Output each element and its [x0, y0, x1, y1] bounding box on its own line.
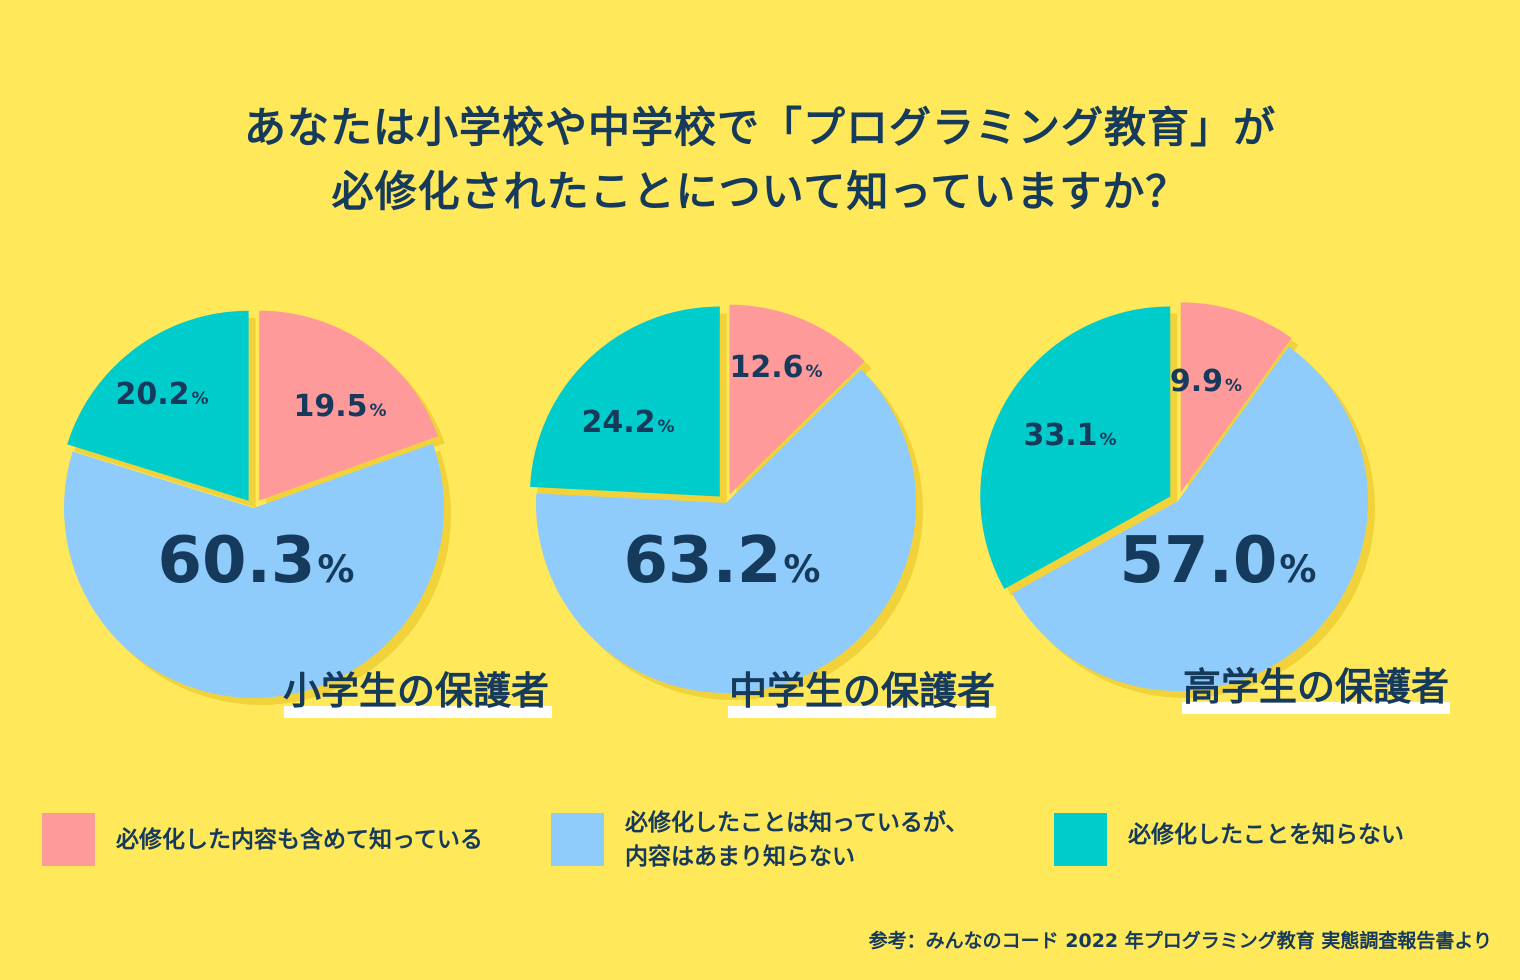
pie-slice-2: [64, 443, 444, 699]
slice-value-label: 33.1%: [1023, 418, 1116, 453]
pie-slice-1: [259, 310, 438, 501]
slice-value-label: 57.0%: [1120, 524, 1317, 598]
slice-value-label: 9.9%: [1170, 364, 1242, 399]
slice-value-label: 20.2%: [115, 377, 208, 412]
pie-slice-3: [67, 310, 249, 501]
caption-highlight: [728, 706, 996, 718]
slice-value: 63.2: [624, 524, 782, 598]
legend-label: 必修化したことを知らない: [1128, 822, 1404, 848]
slice-value-label: 63.2%: [624, 524, 821, 598]
source-note: 参考：みんなのコード 2022 年プログラミング教育 実態調査報告書より: [868, 930, 1492, 952]
pie-slice-2: [1012, 346, 1368, 692]
percent-sign: %: [191, 389, 208, 409]
chart-title: あなたは小学校や中学校で「プログラミング教育」が 必修化されたことについて知って…: [0, 96, 1520, 224]
chart-caption: 小学生の保護者: [283, 669, 549, 713]
slice-value: 9.9: [1170, 364, 1223, 399]
pie-slice-3: [980, 306, 1171, 590]
title-line-2: 必修化されたことについて知っていますか？: [331, 167, 1189, 216]
legend-label-line-1: 必修化したことは知っているが、: [625, 810, 969, 836]
slice-value-label: 12.6%: [729, 350, 822, 385]
slice-value-label: 60.3%: [158, 524, 355, 598]
pie-chart-1: 19.5 %60.3%20.2 %小学生の保護者: [64, 310, 552, 718]
slice-value-label: 19.5%: [293, 389, 386, 424]
percent-sign: %: [1099, 430, 1116, 450]
slice-value: 20.2: [115, 377, 189, 412]
slice-value: 19.5: [293, 389, 367, 424]
pie-slice-1: [1180, 302, 1292, 493]
percent-sign: %: [369, 401, 386, 421]
slice-value-label: 24.2%: [581, 405, 674, 440]
slice-value: 12.6: [729, 350, 803, 385]
chart-caption: 中学生の保護者: [729, 669, 995, 713]
percent-sign: %: [657, 417, 674, 437]
title-line-1: あなたは小学校や中学校で「プログラミング教育」が: [243, 103, 1276, 152]
legend-swatch-teal: [1054, 813, 1107, 866]
pie-chart-2: 12.6 %63.2%24.2 %中学生の保護者: [530, 304, 996, 718]
pie-slice-2: [536, 369, 917, 694]
legend-swatch-pink: [42, 813, 95, 866]
slice-value: 33.1: [1023, 418, 1097, 453]
percent-sign: %: [783, 548, 820, 591]
pie-slice-1: [729, 304, 865, 495]
pie-chart-3: 9.9 %57.0%33.1 %高学生の保護者: [980, 302, 1450, 714]
slice-value: 57.0: [1120, 524, 1278, 598]
percent-sign: %: [1225, 376, 1242, 396]
percent-sign: %: [317, 548, 354, 591]
caption-highlight: [1182, 702, 1450, 714]
legend-label: 必修化した内容も含めて知っている: [116, 827, 483, 853]
chart-caption: 高学生の保護者: [1183, 665, 1449, 709]
pie-slice-3: [530, 306, 720, 497]
percent-sign: %: [1279, 548, 1316, 591]
legend-swatch-blue: [551, 813, 604, 866]
legend-label-line-2: 内容はあまり知らない: [625, 844, 855, 870]
slice-value: 24.2: [581, 405, 655, 440]
percent-sign: %: [805, 362, 822, 382]
caption-highlight: [284, 706, 552, 718]
slice-value: 60.3: [158, 524, 316, 598]
